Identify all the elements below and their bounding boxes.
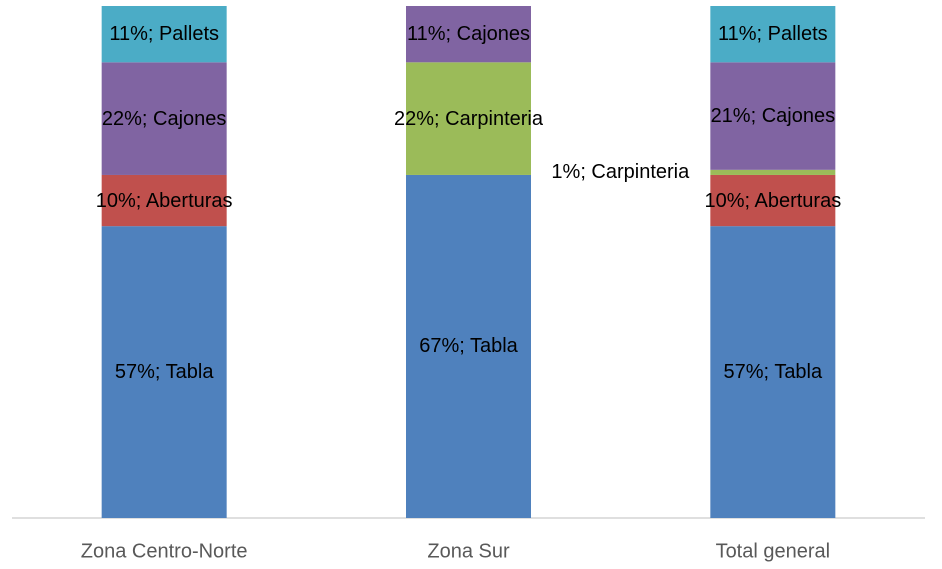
bar-segment bbox=[406, 62, 531, 175]
bar-segment bbox=[710, 174, 836, 227]
bar-segment bbox=[406, 6, 531, 63]
data-label: 11%; Cajones bbox=[406, 23, 531, 46]
data-label: 22%; Carpinteria bbox=[394, 107, 543, 130]
bar-segment bbox=[710, 6, 836, 63]
data-label: 21%; Cajones bbox=[710, 105, 836, 128]
data-label: 67%; Tabla bbox=[419, 335, 518, 358]
bar-segment bbox=[101, 226, 227, 518]
bar-segment bbox=[101, 174, 227, 227]
bar-segment bbox=[710, 62, 836, 170]
bar-segment bbox=[710, 226, 836, 518]
x-tick-label: Total general bbox=[715, 540, 831, 563]
bar-segment bbox=[101, 62, 227, 175]
data-label: 11%; Pallets bbox=[717, 23, 828, 46]
data-label: 11%; Pallets bbox=[109, 23, 219, 46]
data-label: 1%; Carpinteria bbox=[551, 161, 690, 184]
data-label: 10%; Aberturas bbox=[704, 189, 842, 212]
bar-segment bbox=[101, 6, 227, 63]
data-label: 22%; Cajones bbox=[101, 107, 227, 130]
data-label: 57%; Tabla bbox=[723, 361, 823, 384]
data-label: 57%; Tabla bbox=[114, 361, 214, 384]
x-tick-label: Zona Centro-Norte bbox=[80, 540, 248, 563]
data-label: 10%; Aberturas bbox=[95, 189, 233, 212]
bar-segment bbox=[406, 174, 531, 518]
x-tick-label: Zona Sur bbox=[427, 540, 510, 563]
bar-segment bbox=[710, 169, 836, 175]
